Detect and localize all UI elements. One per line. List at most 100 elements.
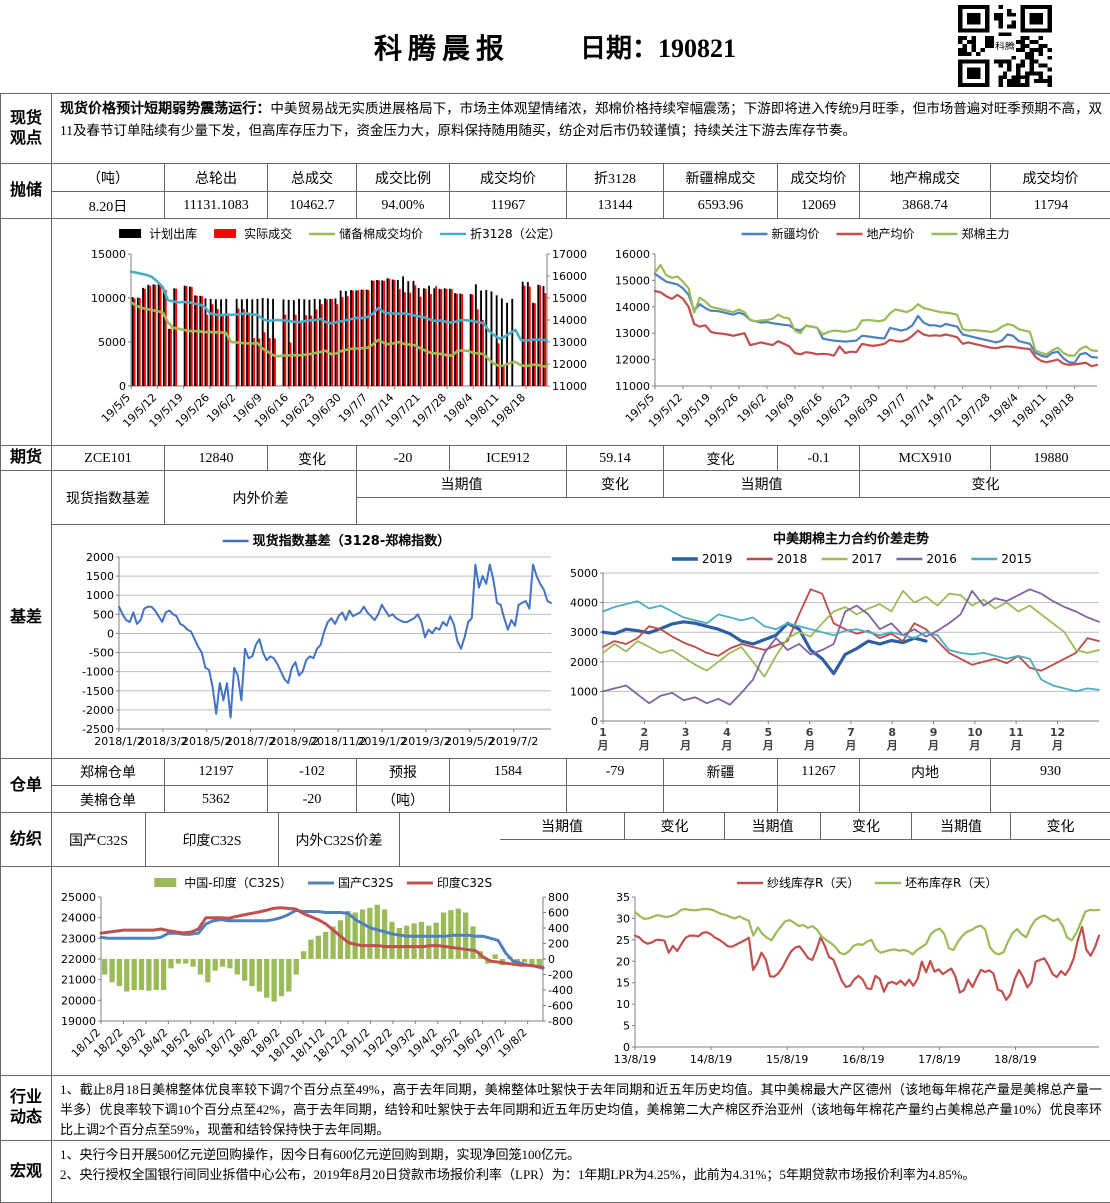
basis-header-change: 变化 [567,471,664,498]
reserve-header: （吨） [52,164,165,192]
futures-label: 期货 [1,446,52,470]
svg-text:2019/1/2: 2019/1/2 [357,735,406,748]
svg-text:18/8/19: 18/8/19 [994,1053,1036,1066]
svg-text:12000: 12000 [615,354,650,367]
reserve-header: 成交均价 [778,164,860,192]
svg-text:2018: 2018 [777,552,808,566]
chart-inventory-days: 0 5 10 15 20 25 30 35 13/8/19 14/8/19 15/8/19 16/8/… [597,869,1109,1071]
svg-text:0: 0 [107,627,114,640]
reserve-value: 11967 [450,192,567,219]
svg-text:2000: 2000 [86,551,114,564]
svg-text:中国-印度（C32S）: 中国-印度（C32S） [184,875,292,890]
svg-text:纱线库存R（天）: 纱线库存R（天） [767,875,859,890]
svg-text:4月: 4月 [720,726,732,752]
macro-line-1: 1、央行今日开展500亿元逆回购操作，因今日有600亿元逆回购到期，实现净回笼1… [60,1147,581,1162]
warehouse-cell: 新疆 [664,759,778,786]
basis-group1-title: 现货指数基差 [52,471,165,525]
reserve-value: 6593.96 [664,192,778,219]
warehouse-cell: 郑棉仓单 [52,759,165,786]
svg-text:14/8/19: 14/8/19 [690,1053,732,1066]
svg-text:25000: 25000 [61,891,96,904]
basis-header-current: 当期值 [357,471,567,498]
futures-cell: 59.14 [567,446,664,471]
warehouse-cell [567,786,664,813]
reserve-value: 8.20日 [52,192,165,219]
svg-text:2018/11/2: 2018/11/2 [310,735,366,748]
svg-text:2019/7/2: 2019/7/2 [489,735,538,748]
textile-group3-title: 内外C32S价差 [279,813,400,867]
section-reserve: 抛储 （吨） 总轮出 总成交 成交比例 成交均价 折3128 新疆棉成交 成交均… [1,163,1110,219]
reserve-value: 12069 [778,192,860,219]
svg-text:30: 30 [616,912,630,925]
textile-header-change: 变化 [821,813,912,840]
svg-text:10: 10 [616,998,630,1011]
svg-text:新疆均价: 新疆均价 [772,226,820,241]
svg-text:折3128（公定）: 折3128（公定） [470,226,561,241]
svg-text:11000: 11000 [615,380,650,393]
svg-text:-800: -800 [548,1015,573,1028]
svg-text:14000: 14000 [552,314,587,327]
svg-text:14000: 14000 [615,301,650,314]
section-industry: 行业 动态 1、截止8月18日美棉整体优良率较下调7个百分点至49%，高于去年同… [1,1075,1110,1140]
svg-text:15: 15 [616,977,630,990]
svg-text:-1500: -1500 [82,685,114,698]
spot-view-text: 现货价格预计短期弱势震荡运行：中美贸易战无实质进展格局下，市场主体观望情绪浓，郑… [52,94,1110,143]
textile-header-current: 当期值 [912,813,1011,840]
charts-row-1-label [1,219,52,445]
spot-view-label: 现货 观点 [1,94,52,163]
svg-text:2月: 2月 [638,726,650,752]
svg-text:13/8/19: 13/8/19 [614,1053,656,1066]
svg-text:7月: 7月 [844,726,856,752]
svg-text:计划出库: 计划出库 [149,226,197,241]
svg-text:1000: 1000 [86,589,114,602]
svg-text:郑棉主力: 郑棉主力 [962,226,1010,241]
svg-text:2018/7/2: 2018/7/2 [226,735,275,748]
svg-text:中美期棉主力合约价差走势: 中美期棉主力合约价差走势 [773,531,929,547]
textile-label: 纺织 [1,813,52,866]
charts-row-3 [1,866,1110,1075]
report-header: 科腾晨报 日期：190821 科腾 [0,0,1110,93]
svg-text:-1000: -1000 [82,666,114,679]
textile-empty-cell [400,813,500,867]
chart-spot-index-basis: -2500 -2000 -1500 -1000 -500 0 500 1000 1500 2000… [69,527,563,755]
svg-text:5000: 5000 [570,567,598,580]
svg-text:5月: 5月 [762,726,774,752]
reserve-value: 13144 [567,192,664,219]
svg-text:13000: 13000 [615,327,650,340]
report-table: 现货 观点 现货价格预计短期弱势震荡运行：中美贸易战无实质进展格局下，市场主体观… [0,93,1110,1203]
futures-cell: MCX910 [860,446,991,471]
svg-text:-600: -600 [548,1000,573,1013]
svg-text:600: 600 [548,907,569,920]
warehouse-cell [664,786,778,813]
svg-text:24000: 24000 [61,912,96,925]
svg-text:20000: 20000 [61,994,96,1007]
svg-text:35: 35 [616,891,630,904]
textile-group1-title: 国产C32S [52,813,146,867]
industry-label: 行业 动态 [1,1076,52,1140]
warehouse-cell [450,786,567,813]
svg-text:2019: 2019 [702,552,733,566]
textile-header-current: 当期值 [500,813,625,840]
svg-text:22000: 22000 [61,953,96,966]
warehouse-cell: -102 [268,759,357,786]
textile-header-current: 当期值 [725,813,821,840]
reserve-header: 折3128 [567,164,664,192]
section-futures: 期货 ZCE101 12840 变化 -20 ICE912 59.14 变化 -… [1,445,1110,471]
svg-text:3月: 3月 [679,726,691,752]
svg-text:13000: 13000 [552,336,587,349]
reserve-header: 总成交 [268,164,357,192]
futures-cell: ZCE101 [52,446,165,471]
warehouse-cell: -20 [268,786,357,813]
futures-cell: 变化 [664,446,778,471]
svg-text:5: 5 [623,1020,630,1033]
svg-text:-400: -400 [548,984,573,997]
warehouse-cell [991,786,1110,813]
svg-text:-2000: -2000 [82,704,114,717]
svg-text:11月: 11 月 [1009,726,1024,752]
spot-view-lead: 现货价格预计短期弱势震荡运行： [60,102,271,117]
futures-cell: 19880 [1033,450,1069,466]
futures-cell: 变化 [268,446,357,471]
futures-cell: -0.1 [778,446,860,471]
warehouse-cell: 11267 [778,759,860,786]
svg-text:12000: 12000 [552,358,587,371]
